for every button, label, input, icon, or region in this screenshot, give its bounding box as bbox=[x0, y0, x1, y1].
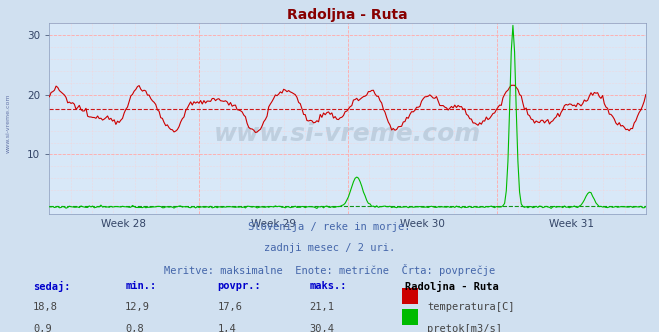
Text: min.:: min.: bbox=[125, 281, 156, 290]
Text: 21,1: 21,1 bbox=[310, 302, 335, 312]
Text: povpr.:: povpr.: bbox=[217, 281, 261, 290]
Text: 18,8: 18,8 bbox=[33, 302, 58, 312]
Text: maks.:: maks.: bbox=[310, 281, 347, 290]
Text: 17,6: 17,6 bbox=[217, 302, 243, 312]
Text: Meritve: maksimalne  Enote: metrične  Črta: povprečje: Meritve: maksimalne Enote: metrične Črta… bbox=[164, 264, 495, 276]
Text: 0,8: 0,8 bbox=[125, 324, 144, 332]
Text: sedaj:: sedaj: bbox=[33, 281, 71, 291]
Text: www.si-vreme.com: www.si-vreme.com bbox=[214, 122, 481, 146]
Text: pretok[m3/s]: pretok[m3/s] bbox=[427, 324, 502, 332]
Title: Radoljna - Ruta: Radoljna - Ruta bbox=[287, 8, 408, 22]
Text: zadnji mesec / 2 uri.: zadnji mesec / 2 uri. bbox=[264, 243, 395, 253]
Text: 0,9: 0,9 bbox=[33, 324, 51, 332]
Text: Slovenija / reke in morje.: Slovenija / reke in morje. bbox=[248, 222, 411, 232]
Text: temperatura[C]: temperatura[C] bbox=[427, 302, 515, 312]
Text: Radoljna - Ruta: Radoljna - Ruta bbox=[405, 281, 499, 291]
Text: 1,4: 1,4 bbox=[217, 324, 236, 332]
Text: www.si-vreme.com: www.si-vreme.com bbox=[5, 93, 11, 153]
Text: 12,9: 12,9 bbox=[125, 302, 150, 312]
Text: 30,4: 30,4 bbox=[310, 324, 335, 332]
